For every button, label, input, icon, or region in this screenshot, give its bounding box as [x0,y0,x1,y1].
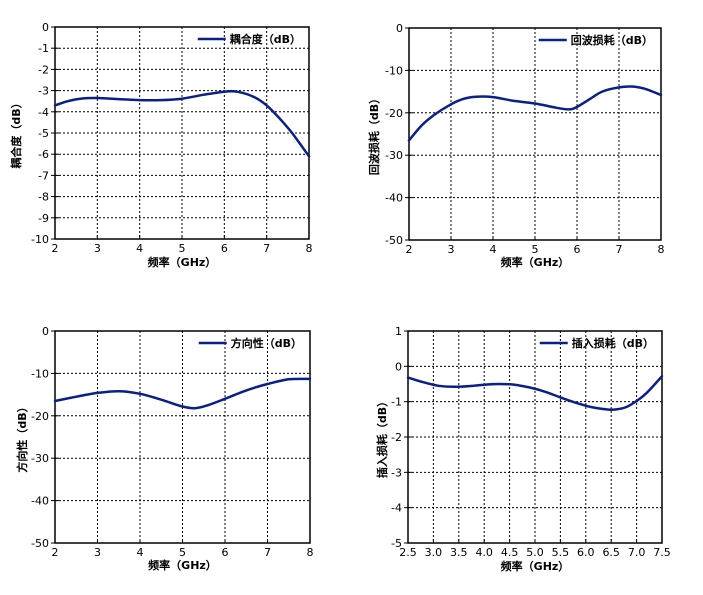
y-tick-label: -50 [31,537,49,550]
y-tick-label: 0 [396,22,403,35]
x-axis-label: 频率（GHz） [501,255,570,269]
x-tick-label: 3.0 [425,546,443,559]
series-line [406,374,664,412]
y-tick-label: -40 [385,192,403,205]
x-tick-label: 5.0 [526,546,544,559]
insertion-loss-chart: 2.5 3.0 3.5 4.0 4.5 5.0 5.5 6.0 6.5 7.0 7.5 1 0 -1 -2 -… [375,325,671,573]
series-line [407,85,663,142]
legend: 插入损耗（dB） [539,336,654,350]
x-axis-label: 频率（GHz） [148,558,217,572]
y-axis-label: 方向性（dB） [15,401,29,472]
x-tick-label: 2 [406,243,413,256]
y-tick-label: -10 [385,64,403,77]
x-tick-label: 6.5 [602,546,620,559]
x-tick-label: 3 [94,242,101,255]
y-tick-label: -3 [391,466,402,479]
return-loss-chart: 2 3 4 5 6 7 8 0 -10 -20 -30 -40 -50 频率（GHz） 回波损耗（dB） 回波… [367,22,665,269]
x-tick-label: 4 [136,242,143,255]
y-axis-label: 回波损耗（dB） [367,93,381,175]
y-tick-label: -50 [385,234,403,247]
y-tick-label: -4 [391,502,402,515]
x-tick-label: 7 [264,546,271,559]
y-tick-label: -20 [385,107,403,120]
x-tick-label: 6.0 [577,546,595,559]
y-tick-label: -6 [38,148,49,161]
y-tick-label: -10 [31,233,49,246]
legend: 回波损耗（dB） [538,33,653,47]
legend: 方向性（dB） [198,336,302,350]
x-tick-label: 3 [94,546,101,559]
x-axis-label: 频率（GHz） [501,559,570,573]
x-tick-label: 7 [263,242,270,255]
y-tick-label: -9 [38,212,49,225]
y-tick-label: -40 [31,495,49,508]
y-tick-label: -2 [391,431,402,444]
x-tick-label: 7 [616,243,623,256]
y-tick-label: -1 [38,42,49,55]
y-tick-label: -30 [31,452,49,465]
x-tick-label: 4.0 [475,546,493,559]
y-tick-label: -20 [31,410,49,423]
y-tick-label: -10 [31,367,49,380]
directivity-chart: 2 3 4 5 6 7 8 0 -10 -20 -30 -40 -50 频率（GHz） 方向性（dB） 方向性… [15,325,314,572]
y-axis-label: 插入损耗（dB） [375,396,389,478]
x-tick-label: 3 [448,243,455,256]
y-tick-label: -1 [391,396,402,409]
y-tick-label: -8 [38,191,49,204]
legend-label: 插入损耗（dB） [572,336,654,350]
x-tick-label: 7.5 [653,546,671,559]
x-tick-label: 8 [307,546,314,559]
y-tick-label: -4 [38,106,49,119]
x-tick-label: 5.5 [552,546,570,559]
x-tick-label: 6 [221,242,228,255]
legend: 耦合度（dB） [197,32,301,46]
x-tick-label: 2 [52,242,59,255]
x-tick-label: 4 [490,243,497,256]
y-axis-label: 耦合度（dB） [9,97,23,168]
x-tick-label: 5 [179,242,186,255]
x-tick-label: 6 [574,243,581,256]
x-tick-label: 4.5 [501,546,519,559]
y-tick-label: 0 [42,21,49,34]
x-tick-label: 4 [137,546,144,559]
x-tick-label: 2 [52,546,59,559]
x-axis-label: 频率（GHz） [148,255,217,269]
y-tick-label: -5 [391,537,402,550]
legend-label: 方向性（dB） [231,336,302,350]
series-line [53,89,311,158]
legend-label: 耦合度（dB） [230,32,301,46]
x-tick-label: 7.0 [628,546,646,559]
series-line [53,377,312,410]
y-tick-label: -7 [38,169,49,182]
x-tick-label: 8 [658,243,665,256]
y-tick-label: 0 [42,325,49,338]
y-tick-label: 1 [395,325,402,338]
y-tick-label: -3 [38,85,49,98]
x-tick-label: 8 [306,242,313,255]
x-tick-label: 3.5 [450,546,468,559]
x-tick-label: 5 [179,546,186,559]
y-tick-label: -5 [38,127,49,140]
coupling-chart: 2 3 4 5 6 7 8 0 -1 -2 -3 -4 -5 -6 -7 -8 -9 -10 频率（GHz） 耦合度（… [9,21,313,269]
x-tick-label: 2.5 [399,546,417,559]
x-tick-label: 6 [222,546,229,559]
y-tick-label: -2 [38,63,49,76]
x-tick-label: 5 [532,243,539,256]
y-tick-label: 0 [395,360,402,373]
y-tick-label: -30 [385,149,403,162]
legend-label: 回波损耗（dB） [571,33,653,47]
